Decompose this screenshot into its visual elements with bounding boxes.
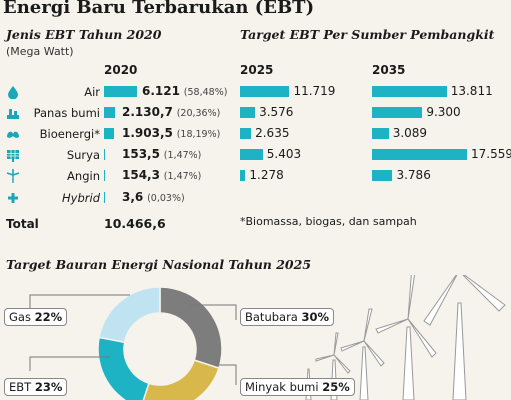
bar-2035 xyxy=(372,86,447,97)
callout-ebt: EBT 23% xyxy=(4,378,68,396)
value-2020: 2.130,7 (20,36%) xyxy=(122,105,221,119)
value-2020: 154,3 (1,47%) xyxy=(122,168,202,182)
right-header: Target EBT Per Sumber Pembangkit xyxy=(240,27,495,42)
connector-minyak xyxy=(215,364,237,385)
bar-2035 xyxy=(372,170,393,181)
callout-minyak: Minyak bumi 25% xyxy=(240,378,355,396)
wind-turbine-icon xyxy=(6,169,20,183)
value-2035: 3.786 xyxy=(396,168,431,182)
wind-turbines-illustration xyxy=(305,275,506,400)
mix-title: Target Bauran Energi Nasional Tahun 2025 xyxy=(6,257,312,272)
connector-ebt xyxy=(29,356,110,371)
ebt-row-0: Air 6.121 (58,48%) 11.719 13.811 xyxy=(0,83,511,103)
value-2020: 1.903,5 (18,19%) xyxy=(122,126,221,140)
value-2035: 13.811 xyxy=(450,84,493,98)
row-label: Angin xyxy=(67,169,100,183)
ebt-row-4: Angin 154,3 (1,47%) 1.278 3.786 xyxy=(0,167,511,187)
connector-batubara xyxy=(190,304,237,320)
value-2020: 6.121 (58,48%) xyxy=(142,84,228,98)
slice-batubara xyxy=(159,286,223,370)
row-label: Bioenergi* xyxy=(39,127,100,141)
value-2035: 9.300 xyxy=(426,105,461,119)
ebt-row-1: Panas bumi 2.130,7 (20,36%) 3.576 9.300 xyxy=(0,104,511,124)
leaf-icon xyxy=(7,131,19,138)
callout-batubara: Batubara 30% xyxy=(240,308,335,326)
value-2035: 17.559 xyxy=(471,147,511,161)
plus-icon xyxy=(8,193,18,203)
bar-2025 xyxy=(240,149,263,160)
slice-ebt xyxy=(97,336,150,400)
row-label: Hybrid xyxy=(62,191,100,205)
total-label: Total xyxy=(6,217,39,231)
callout-gas: Gas 22% xyxy=(4,308,68,326)
value-2020: 153,5 (1,47%) xyxy=(122,147,202,161)
slice-gas xyxy=(98,286,161,344)
bar-2025 xyxy=(240,107,256,118)
bar-2020 xyxy=(104,107,116,118)
bar-2025 xyxy=(240,86,290,97)
value-2020: 3,6 (0,03%) xyxy=(122,190,185,204)
value-2025: 3.576 xyxy=(259,105,294,119)
slice-minyak-bumi xyxy=(142,359,220,400)
ebt-row-2: Bioenergi* 1.903,5 (18,19%) 2.635 3.089 xyxy=(0,125,511,145)
bar-2020 xyxy=(104,149,105,160)
connector-gas xyxy=(29,294,130,313)
row-label: Panas bumi xyxy=(33,106,100,120)
bar-2020 xyxy=(104,86,137,97)
bar-2020 xyxy=(104,170,105,181)
value-2025: 1.278 xyxy=(249,168,284,182)
ebt-row-3: Surya 153,5 (1,47%) 5.403 17.559 xyxy=(0,146,511,166)
footnote: *Biomassa, biogas, dan sampah xyxy=(240,215,417,228)
bar-2035 xyxy=(372,149,467,160)
ebt-row-5: Hybrid 3,6 (0,03%) xyxy=(0,189,511,209)
year-2020: 2020 xyxy=(104,63,138,77)
year-2025: 2025 xyxy=(240,63,274,77)
total-value: 10.466,6 xyxy=(104,216,166,231)
bar-2020 xyxy=(104,128,115,139)
water-drop-icon xyxy=(8,86,18,99)
bar-2035 xyxy=(372,107,423,118)
geothermal-icon xyxy=(7,109,19,119)
row-label: Air xyxy=(84,85,100,99)
row-label: Surya xyxy=(66,148,100,162)
value-2025: 11.719 xyxy=(293,84,336,98)
unit-label: (Mega Watt) xyxy=(6,45,74,58)
bar-2025 xyxy=(240,128,252,139)
bar-2020 xyxy=(104,192,105,203)
solar-panel-icon xyxy=(7,150,19,162)
bar-2035 xyxy=(372,128,389,139)
value-2035: 3.089 xyxy=(392,126,428,140)
bar-2025 xyxy=(240,170,246,181)
page-title: Energi Baru Terbarukan (EBT) xyxy=(3,0,315,18)
value-2025: 5.403 xyxy=(266,147,302,161)
year-2035: 2035 xyxy=(372,63,406,77)
value-2025: 2.635 xyxy=(255,126,290,140)
left-header: Jenis EBT Tahun 2020 xyxy=(6,27,162,42)
energy-mix-donut xyxy=(29,275,506,400)
